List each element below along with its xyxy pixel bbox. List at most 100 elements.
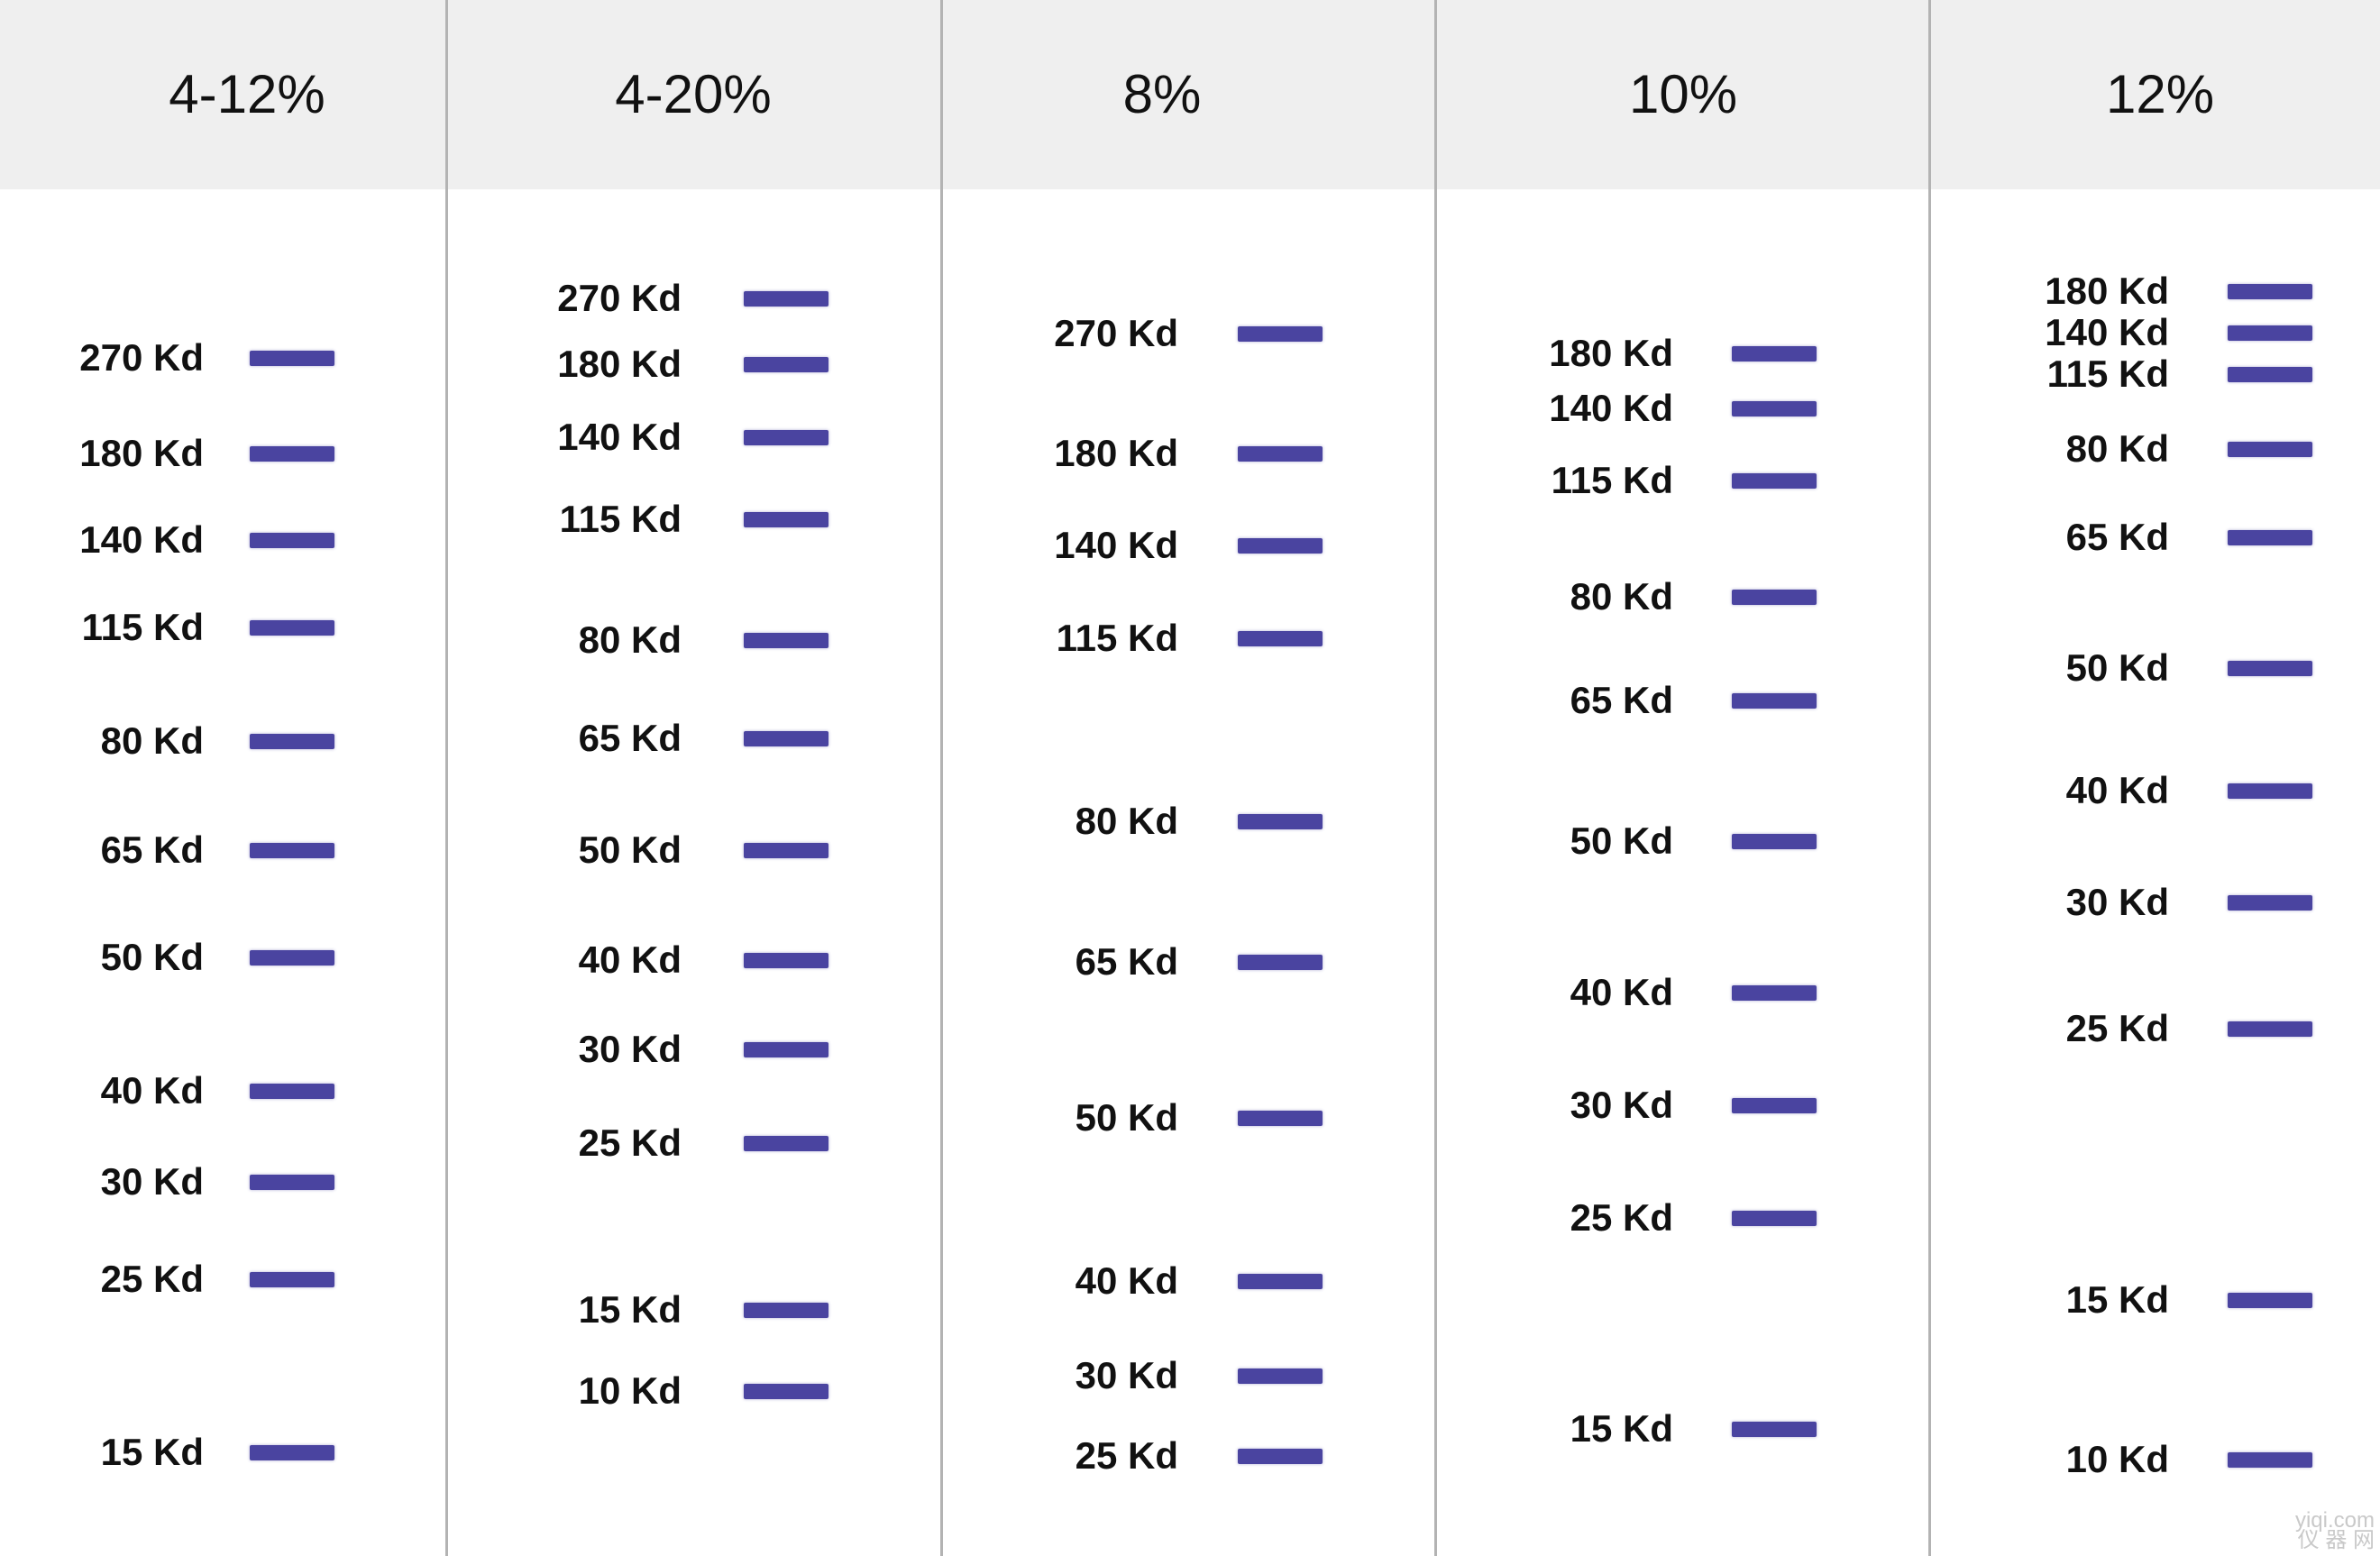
- marker-band: [744, 633, 828, 648]
- marker-band: [250, 1445, 334, 1460]
- watermark: yiqi.com 仪 器 网: [2294, 1508, 2375, 1552]
- marker-band: [1732, 1211, 1817, 1226]
- marker-label: 30 Kd: [1570, 1084, 1673, 1126]
- marker-band: [744, 731, 828, 746]
- lane-header-4-12: 4-12%: [169, 64, 325, 124]
- lane-divider: [1928, 0, 1931, 1556]
- marker-label: 180 Kd: [2045, 270, 2169, 312]
- marker-label: 270 Kd: [557, 277, 682, 319]
- marker-label: 10 Kd: [578, 1369, 682, 1412]
- marker-band: [1238, 1274, 1323, 1289]
- marker-band: [2228, 442, 2312, 457]
- marker-band: [744, 357, 828, 372]
- watermark-line-2: 仪 器 网: [2297, 1528, 2375, 1552]
- marker-band: [2228, 783, 2312, 799]
- lane-header-12: 12%: [2105, 64, 2215, 124]
- marker-label: 50 Kd: [578, 828, 682, 871]
- marker-band: [1732, 1098, 1817, 1113]
- marker-band: [2228, 1293, 2312, 1308]
- marker-band: [2228, 367, 2312, 382]
- marker-band: [744, 291, 828, 307]
- marker-band: [1238, 1449, 1323, 1464]
- marker-label: 180 Kd: [1549, 332, 1673, 374]
- marker-band: [744, 1303, 828, 1318]
- marker-band: [1732, 985, 1817, 1001]
- marker-band: [744, 1384, 828, 1399]
- marker-label: 25 Kd: [2065, 1007, 2169, 1049]
- marker-band: [1238, 326, 1323, 342]
- marker-band: [1732, 401, 1817, 416]
- lane-header-10: 10%: [1628, 64, 1738, 124]
- marker-label: 80 Kd: [100, 719, 204, 762]
- marker-label: 15 Kd: [2065, 1278, 2169, 1321]
- marker-label: 80 Kd: [578, 618, 682, 661]
- marker-band: [2228, 1021, 2312, 1037]
- marker-label: 40 Kd: [1570, 971, 1673, 1013]
- marker-band: [250, 1175, 334, 1190]
- marker-band: [744, 1136, 828, 1151]
- marker-label: 65 Kd: [2065, 516, 2169, 558]
- marker-band: [250, 351, 334, 366]
- marker-band: [1732, 590, 1817, 605]
- lane-header-4-20: 4-20%: [615, 64, 772, 124]
- marker-label: 30 Kd: [2065, 881, 2169, 923]
- marker-label: 30 Kd: [578, 1028, 682, 1070]
- header-bar: 4-12% 4-20% 8% 10% 12%: [0, 0, 2380, 189]
- marker-band: [2228, 530, 2312, 545]
- marker-label: 65 Kd: [1075, 940, 1178, 983]
- marker-label: 180 Kd: [79, 432, 204, 474]
- lane-divider: [940, 0, 943, 1556]
- marker-label: 140 Kd: [1549, 387, 1673, 429]
- marker-band: [744, 953, 828, 968]
- marker-band: [1732, 473, 1817, 489]
- lane-divider: [1434, 0, 1437, 1556]
- marker-band: [1732, 1422, 1817, 1437]
- marker-label: 10 Kd: [2065, 1438, 2169, 1480]
- marker-band: [744, 430, 828, 445]
- marker-label: 50 Kd: [1570, 819, 1673, 862]
- marker-label: 115 Kd: [1056, 617, 1178, 659]
- marker-band: [2228, 284, 2312, 299]
- marker-band: [1238, 814, 1323, 829]
- marker-label: 30 Kd: [100, 1160, 204, 1203]
- marker-band: [2228, 895, 2312, 911]
- marker-label: 25 Kd: [1570, 1196, 1673, 1239]
- marker-label: 30 Kd: [1075, 1354, 1178, 1396]
- marker-label: 25 Kd: [578, 1121, 682, 1164]
- marker-label: 140 Kd: [2045, 311, 2169, 353]
- marker-band: [250, 734, 334, 749]
- lane-divider: [445, 0, 448, 1556]
- marker-label: 40 Kd: [100, 1069, 204, 1112]
- marker-label: 140 Kd: [1054, 524, 1178, 566]
- marker-band: [250, 620, 334, 636]
- marker-label: 80 Kd: [1075, 800, 1178, 842]
- marker-band: [250, 843, 334, 858]
- marker-band: [250, 1272, 334, 1287]
- marker-band: [744, 512, 828, 527]
- marker-label: 25 Kd: [100, 1258, 204, 1300]
- marker-band: [1238, 1111, 1323, 1126]
- marker-band: [250, 950, 334, 966]
- watermark-line-1: yiqi.com: [2294, 1508, 2375, 1533]
- marker-label: 115 Kd: [2046, 352, 2169, 395]
- marker-label: 15 Kd: [100, 1431, 204, 1473]
- marker-band: [744, 843, 828, 858]
- marker-band: [1238, 538, 1323, 554]
- marker-band: [1732, 346, 1817, 362]
- marker-label: 180 Kd: [557, 343, 682, 385]
- marker-band: [2228, 325, 2312, 341]
- marker-label: 50 Kd: [100, 936, 204, 978]
- marker-label: 65 Kd: [578, 717, 682, 759]
- marker-band: [1732, 693, 1817, 709]
- marker-band: [1238, 1368, 1323, 1384]
- marker-label: 15 Kd: [1570, 1407, 1673, 1450]
- marker-label: 180 Kd: [1054, 432, 1178, 474]
- marker-band: [1238, 955, 1323, 970]
- marker-label: 50 Kd: [1075, 1096, 1178, 1139]
- marker-label: 50 Kd: [2065, 646, 2169, 689]
- marker-label: 65 Kd: [100, 828, 204, 871]
- marker-band: [744, 1042, 828, 1057]
- marker-band: [2228, 661, 2312, 676]
- marker-label: 140 Kd: [79, 518, 204, 561]
- marker-label: 115 Kd: [559, 498, 682, 540]
